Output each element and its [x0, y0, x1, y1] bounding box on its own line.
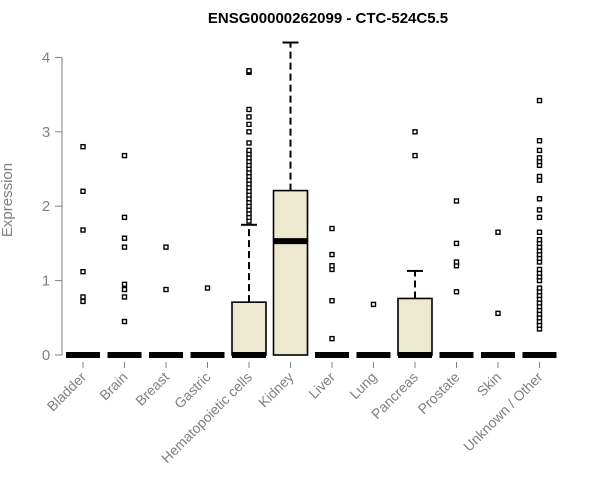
outlier-point [121, 281, 128, 288]
outlier-point [80, 294, 86, 300]
outlier-point [536, 97, 543, 104]
box-group [66, 143, 100, 358]
x-tick-label: Skin [474, 369, 505, 400]
box-group [356, 301, 391, 358]
box-group [397, 129, 433, 358]
y-tick-label: 0 [42, 347, 50, 364]
outlier-point [536, 229, 543, 235]
box-group [149, 244, 183, 358]
outlier-point [204, 285, 211, 291]
y-tick-label: 3 [42, 124, 50, 141]
outlier-point [412, 129, 418, 135]
x-tick-label: Kidney [255, 369, 297, 411]
outlier-point [246, 140, 252, 146]
outlier-point [536, 155, 543, 161]
box-group [522, 97, 557, 358]
outlier-point [536, 138, 543, 144]
box-group [481, 229, 515, 358]
x-tick-label: Lung [346, 369, 379, 402]
outlier-point [121, 152, 128, 159]
outlier-point [536, 285, 543, 291]
outlier-point [246, 147, 252, 154]
outlier-point [329, 263, 335, 269]
outlier-point [536, 214, 543, 221]
x-tick-label: Bladder [44, 369, 90, 415]
outlier-point [121, 214, 128, 221]
outlier-point [246, 68, 252, 74]
outlier-point [163, 244, 169, 250]
outlier-point [80, 143, 86, 150]
axes: 0 1 2 3 4 [42, 49, 540, 368]
outlier-point [495, 229, 501, 235]
outlier-point [536, 173, 543, 180]
outlier-point [495, 310, 501, 317]
outlier-point [246, 106, 252, 113]
outlier-point [121, 244, 128, 250]
outlier-point [453, 259, 460, 265]
outlier-point [121, 318, 128, 325]
outlier-point [121, 235, 128, 241]
chart-title: ENSG00000262099 - CTC-524C5.5 [208, 10, 448, 27]
outlier-point [453, 240, 460, 247]
outlier-point [453, 289, 460, 295]
y-axis-label: Expression [0, 163, 16, 237]
box-body [231, 301, 267, 356]
outlier-point [329, 335, 335, 342]
outlier-point [536, 196, 543, 202]
x-tick-label: Brain [96, 369, 130, 403]
x-tick-label: Unknown / Other [460, 369, 546, 455]
outlier-point [370, 301, 377, 308]
box-group [439, 198, 474, 358]
outlier-point [163, 286, 169, 293]
outlier-point [329, 225, 335, 232]
outlier-point [80, 227, 86, 233]
box-group [231, 68, 267, 358]
outlier-point [246, 121, 252, 128]
box-group [190, 285, 225, 358]
y-tick-label: 4 [42, 49, 50, 66]
outlier-point [536, 266, 543, 273]
outlier-point [80, 268, 86, 275]
box-group [107, 152, 142, 358]
y-tick-label: 2 [42, 198, 50, 215]
outlier-point [412, 152, 418, 159]
outlier-point [80, 298, 86, 305]
box-body [272, 189, 309, 356]
outlier-point [121, 294, 128, 300]
boxes [66, 41, 557, 358]
box-body [397, 297, 433, 356]
y-tick-label: 1 [42, 273, 50, 290]
x-tick-label: Breast [132, 369, 172, 409]
box-group [272, 41, 309, 356]
box-group [315, 225, 349, 358]
outlier-point [536, 147, 543, 154]
x-tick-label: Prostate [414, 369, 462, 417]
outlier-point [329, 251, 335, 258]
outlier-point [453, 198, 460, 204]
outlier-point [329, 297, 335, 304]
outlier-point [536, 236, 543, 243]
outlier-point [80, 188, 86, 195]
outlier-point [536, 207, 543, 213]
outlier-point [121, 286, 128, 293]
outlier-point [246, 129, 252, 135]
outlier-point [246, 114, 252, 120]
x-tick-label: Liver [305, 369, 338, 402]
